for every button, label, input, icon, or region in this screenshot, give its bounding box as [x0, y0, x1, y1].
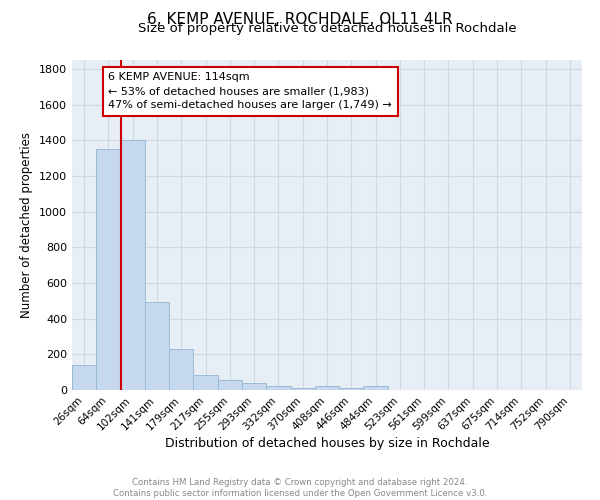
Bar — [121, 140, 145, 390]
Text: 6, KEMP AVENUE, ROCHDALE, OL11 4LR: 6, KEMP AVENUE, ROCHDALE, OL11 4LR — [147, 12, 453, 28]
Bar — [315, 386, 339, 390]
Bar — [218, 380, 242, 390]
Bar — [242, 383, 266, 390]
Bar — [339, 388, 364, 390]
Text: Contains HM Land Registry data © Crown copyright and database right 2024.
Contai: Contains HM Land Registry data © Crown c… — [113, 478, 487, 498]
X-axis label: Distribution of detached houses by size in Rochdale: Distribution of detached houses by size … — [164, 438, 490, 450]
Bar — [96, 149, 121, 390]
Bar — [193, 375, 218, 390]
Bar — [169, 349, 193, 390]
Text: 6 KEMP AVENUE: 114sqm
← 53% of detached houses are smaller (1,983)
47% of semi-d: 6 KEMP AVENUE: 114sqm ← 53% of detached … — [109, 72, 392, 110]
Bar — [145, 302, 169, 390]
Title: Size of property relative to detached houses in Rochdale: Size of property relative to detached ho… — [137, 22, 517, 35]
Y-axis label: Number of detached properties: Number of detached properties — [20, 132, 34, 318]
Bar — [266, 386, 290, 390]
Bar — [364, 386, 388, 390]
Bar — [290, 388, 315, 390]
Bar — [72, 365, 96, 390]
